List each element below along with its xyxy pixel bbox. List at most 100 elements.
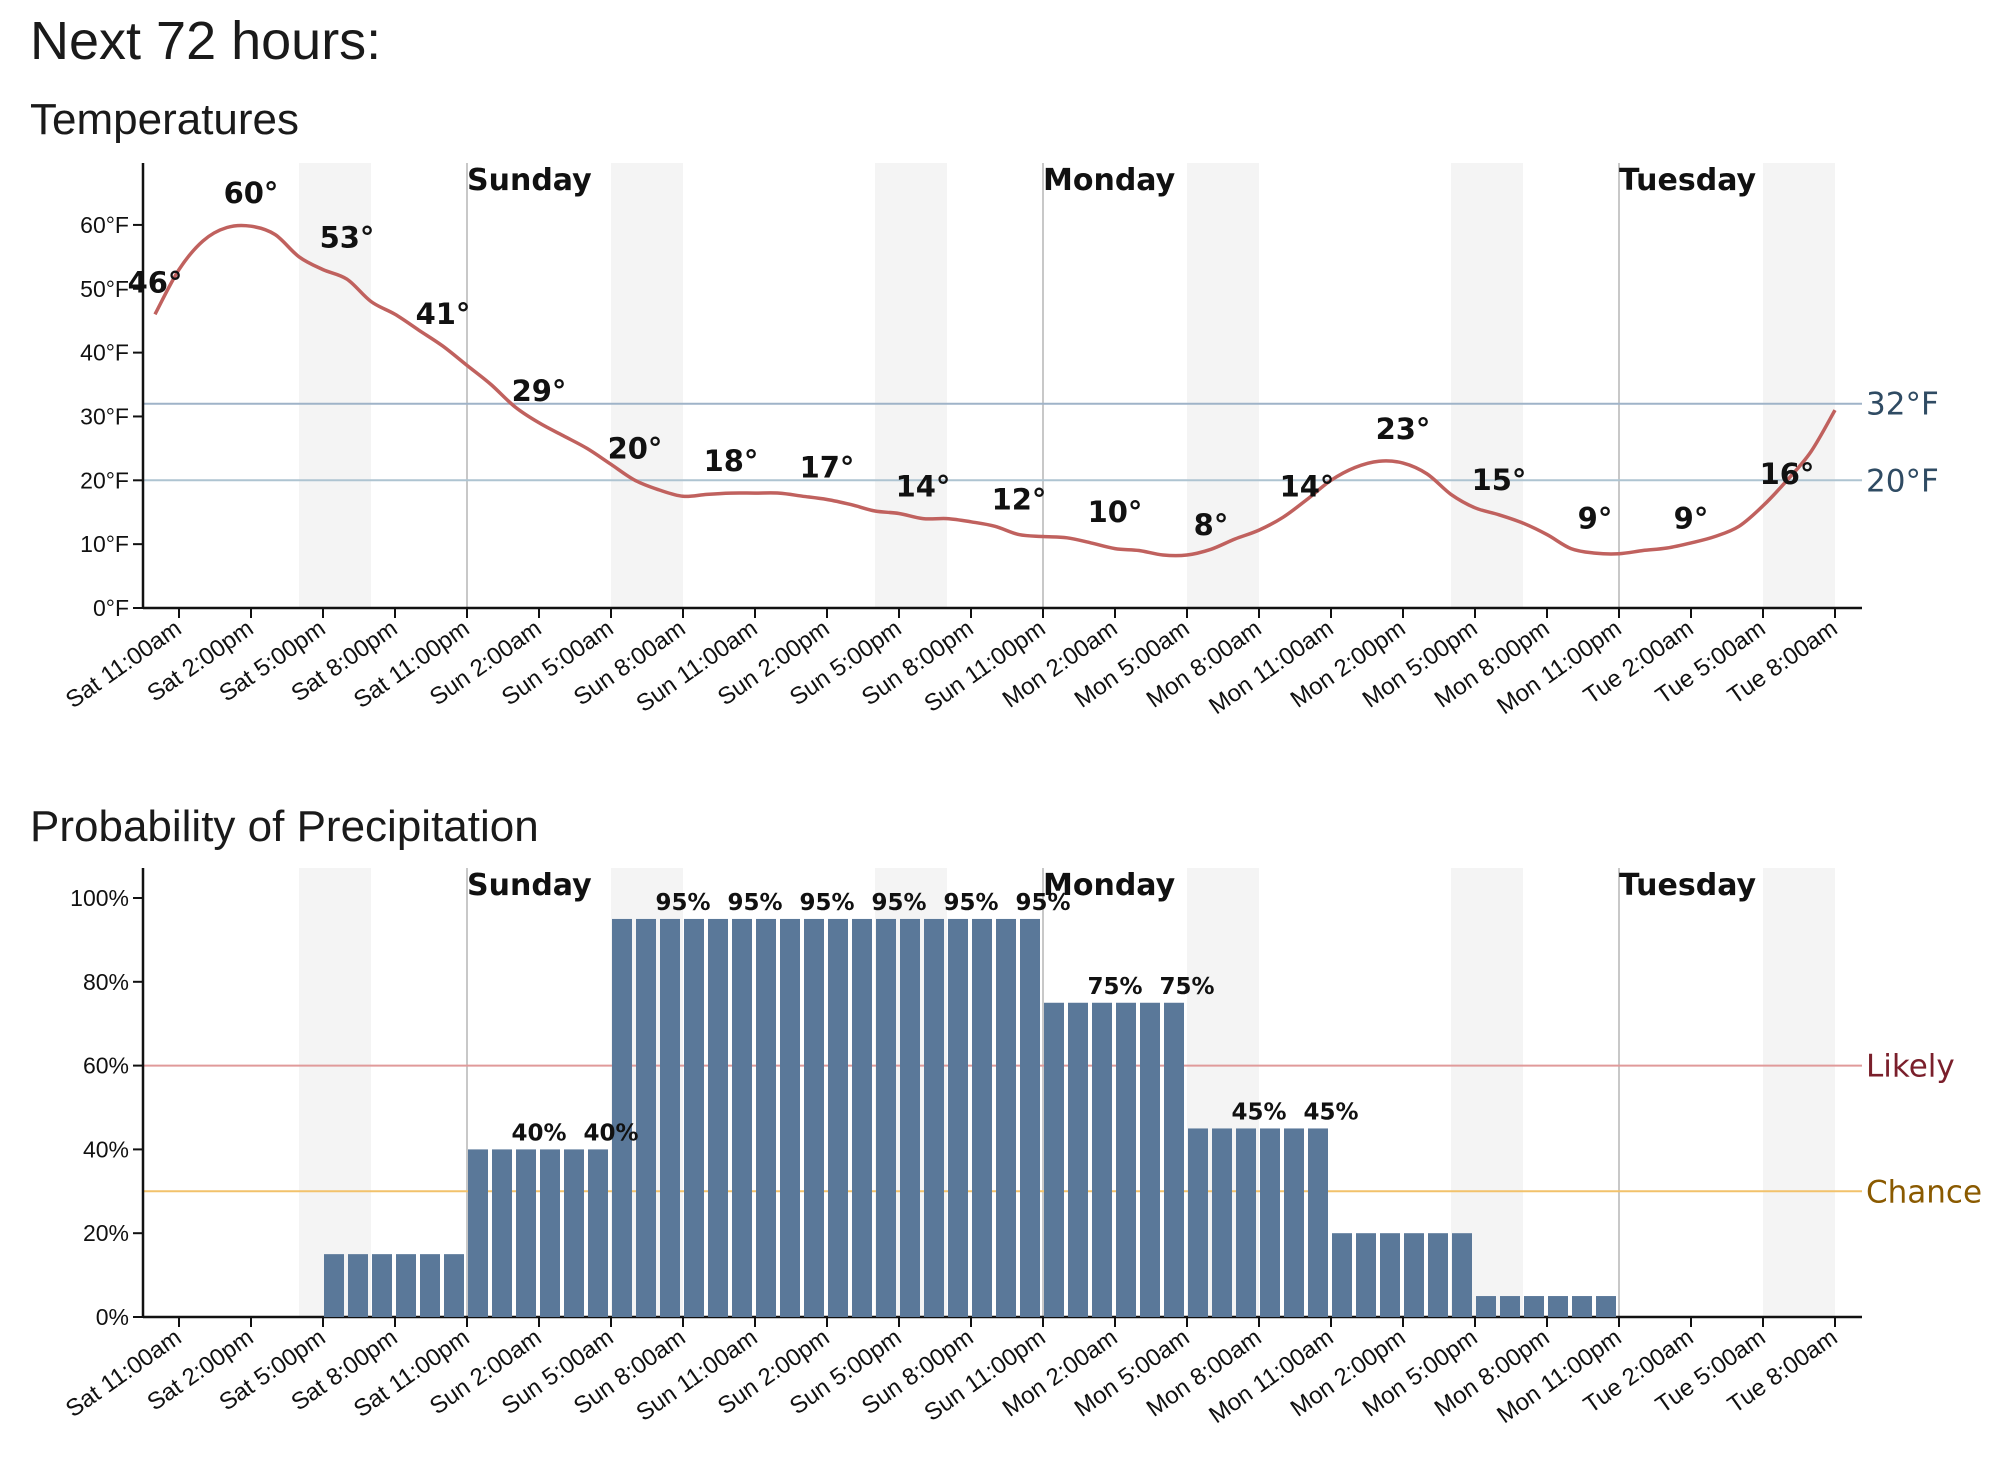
temperature-data-label-12: 14°	[1280, 470, 1335, 504]
x-tick-label-8: Sun 11:00am	[631, 615, 762, 718]
precip-bar-53	[1428, 1233, 1448, 1317]
temperature-data-label-3: 41°	[416, 297, 471, 331]
precip-bar-55	[1476, 1296, 1496, 1317]
day-label-tuesday: Tuesday	[1619, 868, 1757, 903]
precip-bar-42	[1164, 1002, 1184, 1317]
precip-data-label-9: 75%	[1159, 974, 1214, 1000]
precip-bar-32	[924, 918, 944, 1317]
precip-data-label-4: 95%	[799, 890, 854, 916]
night-band-5	[1763, 163, 1835, 608]
precip-bar-16	[540, 1149, 560, 1317]
y-tick-label-3: 60%	[83, 1053, 129, 1079]
precip-bar-22	[684, 918, 704, 1317]
y-tick-label-2: 40%	[83, 1136, 129, 1162]
precip-bar-56	[1500, 1296, 1520, 1317]
y-tick-label-0: 0°F	[93, 595, 129, 621]
precip-bar-50	[1356, 1233, 1376, 1317]
precip-data-label-5: 95%	[871, 890, 926, 916]
y-tick-label-6: 60°F	[80, 212, 129, 238]
day-label-sunday: Sunday	[467, 163, 592, 198]
precip-bar-33	[948, 918, 968, 1317]
temperature-data-label-14: 15°	[1472, 463, 1527, 497]
precip-bar-60	[1596, 1296, 1616, 1317]
precip-data-label-1: 40%	[583, 1120, 638, 1146]
temperature-data-label-9: 12°	[992, 482, 1047, 516]
day-label-sunday: Sunday	[467, 868, 592, 903]
temperature-data-label-10: 10°	[1088, 495, 1143, 529]
temperature-data-label-4: 29°	[512, 374, 567, 408]
y-tick-label-1: 10°F	[80, 531, 129, 557]
precip-bar-17	[564, 1149, 584, 1317]
y-tick-label-1: 20%	[83, 1220, 129, 1246]
night-band-4	[1451, 163, 1523, 608]
precip-bar-34	[972, 918, 992, 1317]
reference-label-1: Chance	[1866, 1174, 1982, 1210]
day-label-monday: Monday	[1043, 163, 1176, 198]
temperature-data-label-6: 18°	[704, 444, 759, 478]
precip-bar-21	[660, 918, 680, 1317]
night-band-1	[611, 163, 683, 608]
night-band-2	[875, 163, 947, 608]
precip-bar-46	[1260, 1128, 1280, 1317]
precip-bar-29	[852, 918, 872, 1317]
x-tick-label-8: Sun 11:00am	[631, 1324, 762, 1427]
temperature-data-label-11: 8°	[1194, 508, 1229, 542]
precip-bar-49	[1332, 1233, 1352, 1317]
temperature-chart: Sunday Monday Tuesday 32°F 20°F 0°F 10°F 20°F 30…	[61, 163, 1939, 720]
precip-data-label-10: 45%	[1231, 1099, 1286, 1125]
precip-bar-44	[1212, 1128, 1232, 1317]
reference-label-0: Likely	[1866, 1049, 1955, 1085]
x-tick-label-12: Sun 11:00pm	[919, 1324, 1050, 1427]
precip-data-label-2: 95%	[655, 890, 710, 916]
temperature-chart-title: Temperatures	[30, 95, 300, 144]
page-heading: Next 72 hours:	[30, 11, 382, 71]
precip-data-label-11: 45%	[1303, 1099, 1358, 1125]
day-label-tuesday: Tuesday	[1619, 163, 1757, 198]
y-tick-label-4: 80%	[83, 969, 129, 995]
precip-bar-11	[420, 1254, 440, 1317]
precip-bar-8	[348, 1254, 368, 1317]
precip-bar-25	[756, 918, 776, 1317]
night-band-5	[1763, 868, 1835, 1317]
precip-data-label-0: 40%	[511, 1120, 566, 1146]
precip-bar-24	[732, 918, 752, 1317]
temperature-data-label-5: 20°	[608, 431, 663, 465]
temperature-data-label-16: 9°	[1674, 502, 1709, 536]
x-tick-label-12: Sun 11:00pm	[919, 615, 1050, 718]
precip-bar-13	[468, 1149, 488, 1317]
precip-bar-19	[612, 918, 632, 1317]
reference-label-1: 20°F	[1866, 463, 1939, 499]
precip-bar-52	[1404, 1233, 1424, 1317]
reference-label-0: 32°F	[1866, 387, 1939, 423]
precip-bar-7	[324, 1254, 344, 1317]
temperature-line	[153, 223, 1837, 558]
precip-bar-58	[1548, 1296, 1568, 1317]
precipitation-chart-title: Probability of Precipitation	[30, 802, 539, 851]
y-tick-label-5: 100%	[70, 885, 129, 911]
temperature-data-label-7: 17°	[800, 450, 855, 484]
precip-bar-36	[1020, 918, 1040, 1317]
temperature-data-label-1: 60°	[224, 176, 279, 210]
precip-bar-54	[1452, 1233, 1472, 1317]
y-tick-label-5: 50°F	[80, 276, 129, 302]
precip-bar-57	[1524, 1296, 1544, 1317]
precip-bar-31	[900, 918, 920, 1317]
temperature-data-label-0: 46°	[128, 265, 183, 299]
y-tick-label-4: 40°F	[80, 340, 129, 366]
precip-bar-43	[1188, 1128, 1208, 1317]
temperature-data-label-15: 9°	[1578, 502, 1613, 536]
precip-bar-18	[588, 1149, 608, 1317]
temperature-data-label-2: 53°	[320, 221, 375, 255]
precip-bar-59	[1572, 1296, 1592, 1317]
precip-bar-30	[876, 918, 896, 1317]
precipitation-chart: Sunday Monday Tuesday Likely Chance 0% 20% 40% 6…	[61, 868, 1982, 1429]
precip-bar-27	[804, 918, 824, 1317]
precip-bar-10	[396, 1254, 416, 1317]
precip-bar-15	[516, 1149, 536, 1317]
precip-bar-9	[372, 1254, 392, 1317]
precip-bar-51	[1380, 1233, 1400, 1317]
temperature-data-label-17: 16°	[1760, 457, 1815, 491]
precip-bar-45	[1236, 1128, 1256, 1317]
night-band-0	[299, 163, 371, 608]
precip-bar-39	[1092, 1002, 1112, 1317]
